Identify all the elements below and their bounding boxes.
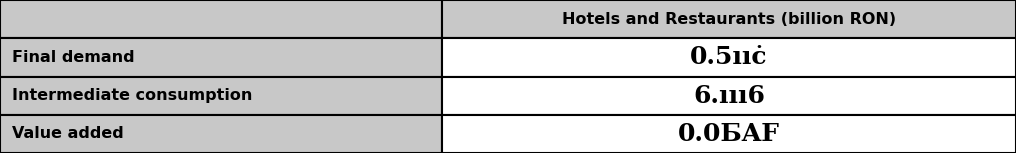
Text: 0.5ııċ: 0.5ııċ [690, 45, 768, 69]
Bar [442, 76, 1016, 115]
Text: Intermediate consumption: Intermediate consumption [12, 88, 253, 103]
Bar [442, 38, 1016, 76]
Bar [0, 38, 442, 76]
Text: Value added: Value added [12, 126, 124, 141]
Bar [0, 115, 442, 153]
Bar [442, 0, 1016, 38]
Bar [0, 0, 442, 38]
Text: Final demand: Final demand [12, 50, 135, 65]
Bar [442, 115, 1016, 153]
Text: Hotels and Restaurants (billion RON): Hotels and Restaurants (billion RON) [562, 12, 896, 27]
Bar [0, 76, 442, 115]
Text: 0.0БAF: 0.0БAF [678, 122, 780, 146]
Text: 6.ııı6: 6.ııı6 [693, 84, 765, 108]
